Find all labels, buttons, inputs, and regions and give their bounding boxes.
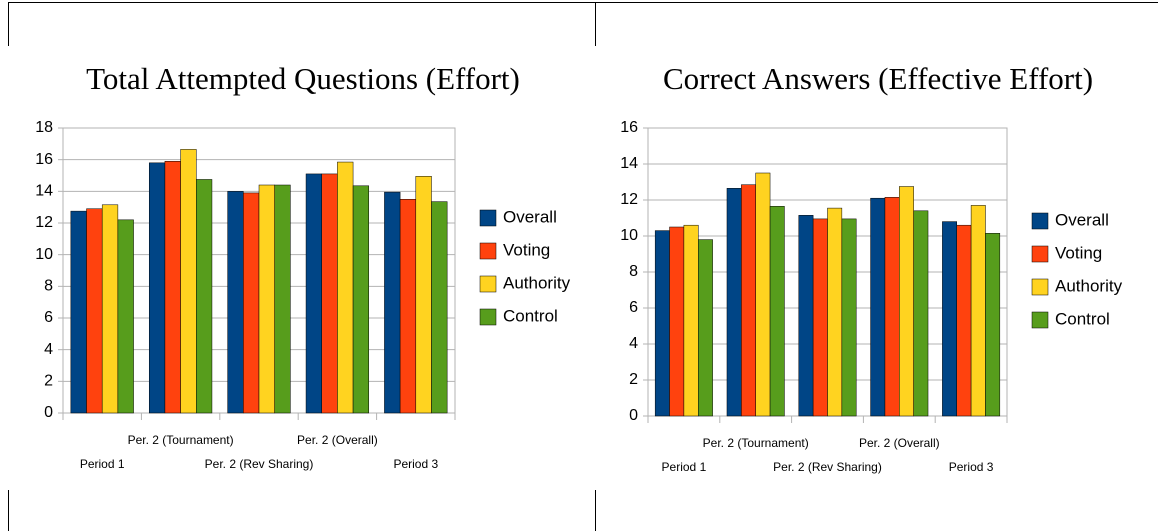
bar — [827, 207, 843, 417]
legend-swatch — [1031, 212, 1049, 230]
y-tick-label: 12 — [35, 214, 53, 231]
bar — [884, 197, 900, 417]
bar — [899, 186, 914, 417]
bar — [431, 201, 448, 414]
bar — [870, 197, 886, 417]
y-tick-label: 16 — [35, 151, 53, 168]
bar — [243, 192, 260, 414]
chart: Total Attempted Questions (Effort) 0 2 4 6 8 1… — [15, 46, 590, 490]
y-tick-label: 10 — [35, 246, 53, 263]
x-tick-label: Per. 2 (Tournament) — [703, 436, 809, 450]
legend-swatch — [479, 308, 497, 326]
bar — [180, 149, 197, 414]
bar — [70, 210, 87, 414]
bar — [148, 162, 166, 414]
x-tick-label: Period 1 — [80, 457, 125, 471]
y-tick-label: 8 — [44, 278, 53, 295]
legend-label: Voting — [503, 240, 550, 259]
bar — [970, 205, 986, 417]
bar — [683, 224, 699, 417]
x-tick-label: Period 3 — [393, 457, 438, 471]
bar — [956, 224, 972, 417]
bar — [101, 204, 119, 414]
bar — [698, 239, 713, 417]
bar — [321, 173, 338, 414]
y-tick-label: 2 — [44, 373, 53, 390]
y-tick-label: 16 — [620, 119, 638, 136]
y-tick-label: 2 — [629, 371, 638, 388]
x-tick-label: Period 3 — [949, 460, 994, 474]
bar — [985, 233, 1001, 417]
bar — [352, 185, 370, 414]
y-tick-label: 4 — [629, 335, 638, 352]
y-tick-label: 0 — [629, 407, 638, 424]
y-tick-label: 6 — [44, 309, 53, 326]
chart-title: Correct Answers (Effective Effort) — [663, 61, 1093, 96]
bar — [305, 173, 322, 414]
legend-label: Overall — [1055, 210, 1109, 229]
bar — [798, 215, 814, 417]
x-tick-label: Per. 2 (Overall) — [297, 433, 378, 447]
y-tick-label: 14 — [35, 183, 53, 200]
y-tick-label: 10 — [620, 227, 638, 244]
bar — [654, 230, 670, 417]
bar — [726, 188, 742, 417]
x-tick-label: Per. 2 (Tournament) — [128, 433, 234, 447]
bar — [741, 184, 756, 417]
bar — [669, 226, 685, 417]
y-tick-label: 8 — [629, 263, 638, 280]
chart-title: Total Attempted Questions (Effort) — [86, 61, 520, 96]
bar — [227, 191, 244, 414]
legend-swatch — [479, 209, 497, 227]
bar — [274, 184, 291, 414]
bar — [337, 161, 354, 414]
bar — [117, 219, 134, 414]
bar — [86, 208, 103, 414]
y-tick-label: 6 — [629, 299, 638, 316]
legend-swatch — [479, 275, 497, 293]
bar — [755, 172, 771, 417]
x-tick-label: Period 1 — [662, 460, 707, 474]
x-tick-label: Per. 2 (Rev Sharing) — [773, 460, 882, 474]
x-tick-label: Per. 2 (Overall) — [859, 436, 940, 450]
bar — [384, 191, 401, 414]
y-tick-label: 12 — [620, 191, 638, 208]
legend-label: Voting — [1055, 243, 1102, 262]
bar — [258, 184, 275, 414]
bar — [913, 210, 929, 417]
legend-label: Authority — [503, 273, 571, 292]
bar — [164, 161, 181, 414]
bar — [841, 218, 857, 417]
legend-label: Authority — [1055, 276, 1123, 295]
y-tick-label: 0 — [44, 404, 53, 421]
legend-label: Control — [1055, 309, 1110, 328]
bar — [942, 221, 957, 417]
bar — [812, 218, 828, 417]
bar — [399, 199, 417, 414]
legend-swatch — [1031, 245, 1049, 263]
legend-label: Control — [503, 306, 558, 325]
x-tick-label: Per. 2 (Rev Sharing) — [205, 457, 314, 471]
legend-swatch — [1031, 278, 1049, 296]
y-tick-label: 4 — [44, 341, 53, 358]
bar — [415, 176, 432, 414]
y-tick-label: 14 — [620, 155, 638, 172]
chart: Correct Answers (Effective Effort) 0 2 4 6 8 1… — [600, 46, 1153, 490]
legend-swatch — [479, 242, 497, 260]
bar — [196, 179, 213, 414]
frame — [8, 2, 1158, 531]
bar — [769, 206, 785, 417]
legend-label: Overall — [503, 207, 557, 226]
legend-swatch — [1031, 311, 1049, 329]
y-tick-label: 18 — [35, 119, 53, 136]
